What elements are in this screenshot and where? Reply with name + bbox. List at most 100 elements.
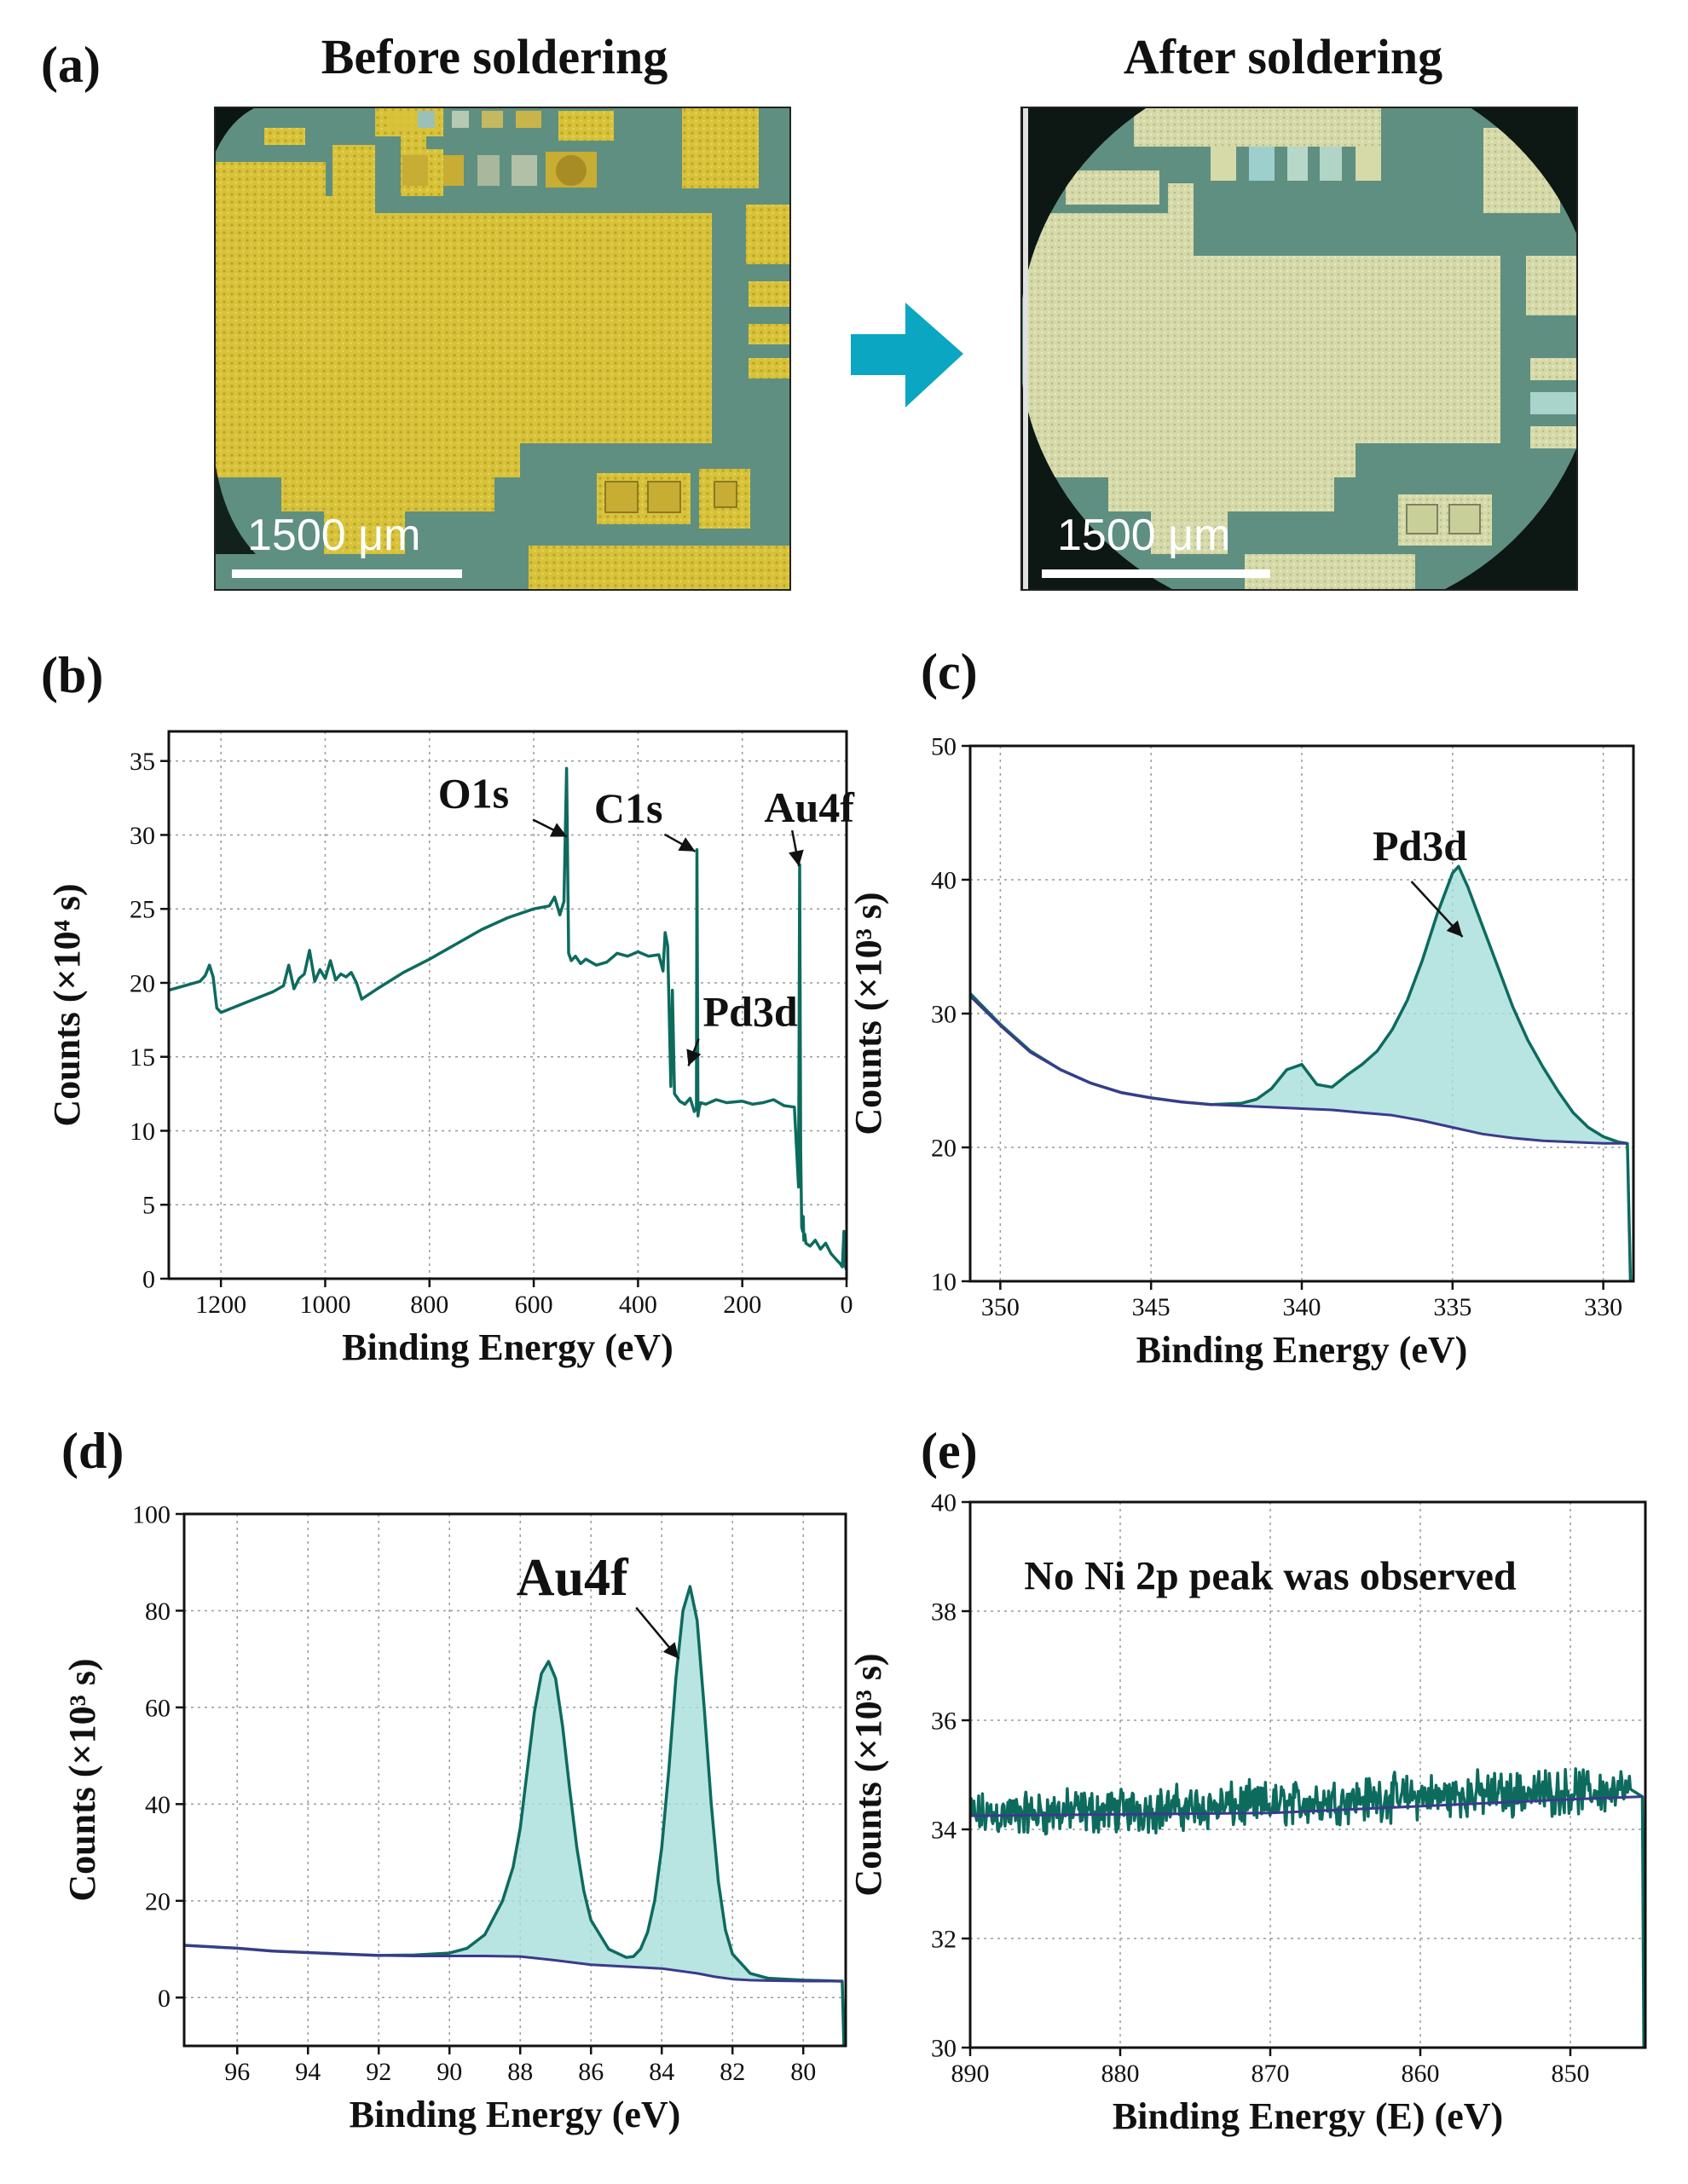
- peak-annotation-label: O1s: [438, 769, 509, 817]
- panel-b-label: (b): [41, 647, 103, 703]
- x-tick-label: 92: [366, 2058, 391, 2086]
- peak-annotation-label: Au4f: [517, 1549, 629, 1607]
- y-tick-label: 25: [130, 896, 155, 924]
- chart-d: 96 94 92 90 88 86 84 82 80 0 20 40 60 80 100 Binding En…: [61, 1501, 847, 2135]
- before-soldering-photo: 1500 μm: [215, 107, 790, 590]
- x-tick-label: 870: [1252, 2060, 1290, 2088]
- panel-e-label: (e): [921, 1423, 978, 1479]
- y-tick-label: 34: [931, 1817, 957, 1845]
- x-tick-label: 345: [1132, 1293, 1171, 1321]
- panel-c-label: (c): [921, 644, 978, 700]
- peak-annotation-label: Au4f: [764, 783, 855, 831]
- y-tick-label: 38: [931, 1598, 957, 1626]
- y-tick-label: 20: [145, 1887, 171, 1915]
- panel-d-label: (d): [61, 1423, 124, 1479]
- x-tick-label: 86: [578, 2058, 604, 2086]
- x-tick-label: 1200: [195, 1291, 246, 1319]
- x-tick-label: 82: [720, 2058, 745, 2086]
- y-axis-label: Counts (×10³ s): [847, 892, 889, 1135]
- x-tick-label: 880: [1101, 2060, 1140, 2088]
- series-line-au4f: [184, 1585, 846, 2046]
- y-axis-label: Counts (×10³ s): [847, 1653, 889, 1896]
- chart-c: 350 345 340 335 330 10 20 30 40 50 Binding Energy …: [847, 733, 1635, 1371]
- y-tick-label: 100: [132, 1501, 171, 1529]
- y-tick-label: 30: [931, 1001, 957, 1029]
- y-tick-label: 40: [931, 1489, 957, 1517]
- plot-frame: [182, 1512, 847, 2048]
- annotation-arrow-head: [686, 1049, 702, 1066]
- y-tick-label: 50: [931, 733, 957, 761]
- before-scale-bar-label: 1500 μm: [247, 511, 420, 560]
- x-tick-label: 88: [507, 2058, 533, 2086]
- series-line-background: [184, 1944, 842, 1983]
- y-tick-label: 5: [142, 1192, 155, 1220]
- peak-fill-area: [184, 1586, 842, 1981]
- y-tick-label: 32: [931, 1926, 957, 1954]
- y-tick-label: 0: [158, 1985, 171, 2013]
- series-line-background: [970, 995, 1627, 1145]
- y-tick-label: 0: [142, 1266, 155, 1294]
- x-tick-label: 200: [723, 1291, 761, 1319]
- x-tick-label: 94: [295, 2058, 321, 2086]
- x-axis-label: Binding Energy (eV): [1136, 1329, 1468, 1371]
- panel-a: (a) Before soldering After soldering: [41, 29, 1578, 591]
- x-tick-label: 1000: [299, 1291, 350, 1319]
- panel-d: (d) 96 94 92 90 88 86 84 82 80 0 20 40 60 80 100 Bindin…: [61, 1423, 847, 2135]
- x-tick-label: 850: [1552, 2060, 1590, 2088]
- before-soldering-title: Before soldering: [321, 29, 668, 84]
- x-tick-label: 890: [951, 2060, 990, 2088]
- x-tick-label: 330: [1584, 1293, 1622, 1321]
- x-tick-label: 860: [1402, 2060, 1440, 2088]
- panel-e: (e) 890 880 870 860 850 30 32 34 36 38 40 Binding E…: [847, 1423, 1647, 2137]
- annotation-arrow-head: [678, 837, 696, 852]
- x-tick-label: 84: [649, 2058, 674, 2086]
- x-tick-label: 340: [1283, 1293, 1321, 1321]
- x-axis-label: Binding Energy (E) (eV): [1113, 2095, 1503, 2137]
- annotation-arrow-head: [1446, 920, 1463, 937]
- peak-annotation-label: Pd3d: [703, 987, 798, 1035]
- chart-e: 890 880 870 860 850 30 32 34 36 38 40 Binding Energ…: [847, 1489, 1647, 2137]
- y-tick-label: 20: [130, 969, 155, 997]
- annotation-arrow-head: [549, 823, 567, 837]
- peak-annotation-label: C1s: [594, 784, 663, 832]
- peak-annotation-label: Pd3d: [1373, 822, 1467, 870]
- x-axis-label: Binding Energy (eV): [350, 2094, 681, 2135]
- before-after-arrow: [851, 303, 963, 407]
- plot-area: [970, 1767, 1645, 2048]
- annotation-arrow-head: [789, 849, 804, 867]
- after-scale-bar-label: 1500 μm: [1057, 511, 1230, 560]
- y-tick-label: 60: [145, 1694, 171, 1722]
- x-tick-label: 80: [790, 2058, 816, 2086]
- series-line-ni2p-region: [970, 1767, 1645, 2048]
- y-tick-label: 10: [130, 1118, 155, 1146]
- y-tick-label: 30: [931, 2035, 957, 2063]
- y-tick-label: 15: [130, 1043, 155, 1072]
- chart-b: 1200 1000 800 600 400 200 0 0 5 10 15 20 25 30 35 Bindi…: [46, 730, 855, 1368]
- plot-frame: [968, 1500, 1647, 2049]
- after-soldering-title: After soldering: [1124, 29, 1442, 84]
- panel-c: (c) 350 345 340 335 330 10 20 30 40 50 Binding Ene…: [847, 644, 1635, 1371]
- after-soldering-photo: 1500 μm: [1021, 107, 1577, 590]
- x-tick-label: 90: [436, 2058, 462, 2086]
- x-tick-label: 800: [410, 1291, 448, 1319]
- y-tick-label: 80: [145, 1598, 171, 1626]
- x-tick-label: 0: [841, 1291, 853, 1319]
- x-tick-label: 400: [619, 1291, 657, 1319]
- annotation-arrow-head: [662, 1642, 679, 1659]
- y-axis-label: Counts (×10³ s): [61, 1658, 103, 1901]
- x-tick-label: 600: [515, 1291, 553, 1319]
- plot-area: [184, 1585, 846, 2046]
- x-axis-label: Binding Energy (eV): [342, 1326, 673, 1368]
- y-tick-label: 35: [130, 748, 155, 776]
- y-tick-label: 40: [145, 1791, 171, 1819]
- x-tick-label: 335: [1433, 1293, 1471, 1321]
- series-line-survey: [169, 766, 847, 1271]
- plot-frame: [167, 730, 848, 1280]
- y-tick-label: 30: [130, 822, 155, 850]
- y-axis-label: Counts (×10⁴ s): [46, 883, 88, 1126]
- peak-annotation-label: No Ni 2p peak was observed: [1024, 1553, 1517, 1598]
- y-tick-label: 40: [931, 867, 957, 895]
- plot-area: [970, 864, 1633, 1281]
- x-tick-label: 96: [224, 2058, 250, 2086]
